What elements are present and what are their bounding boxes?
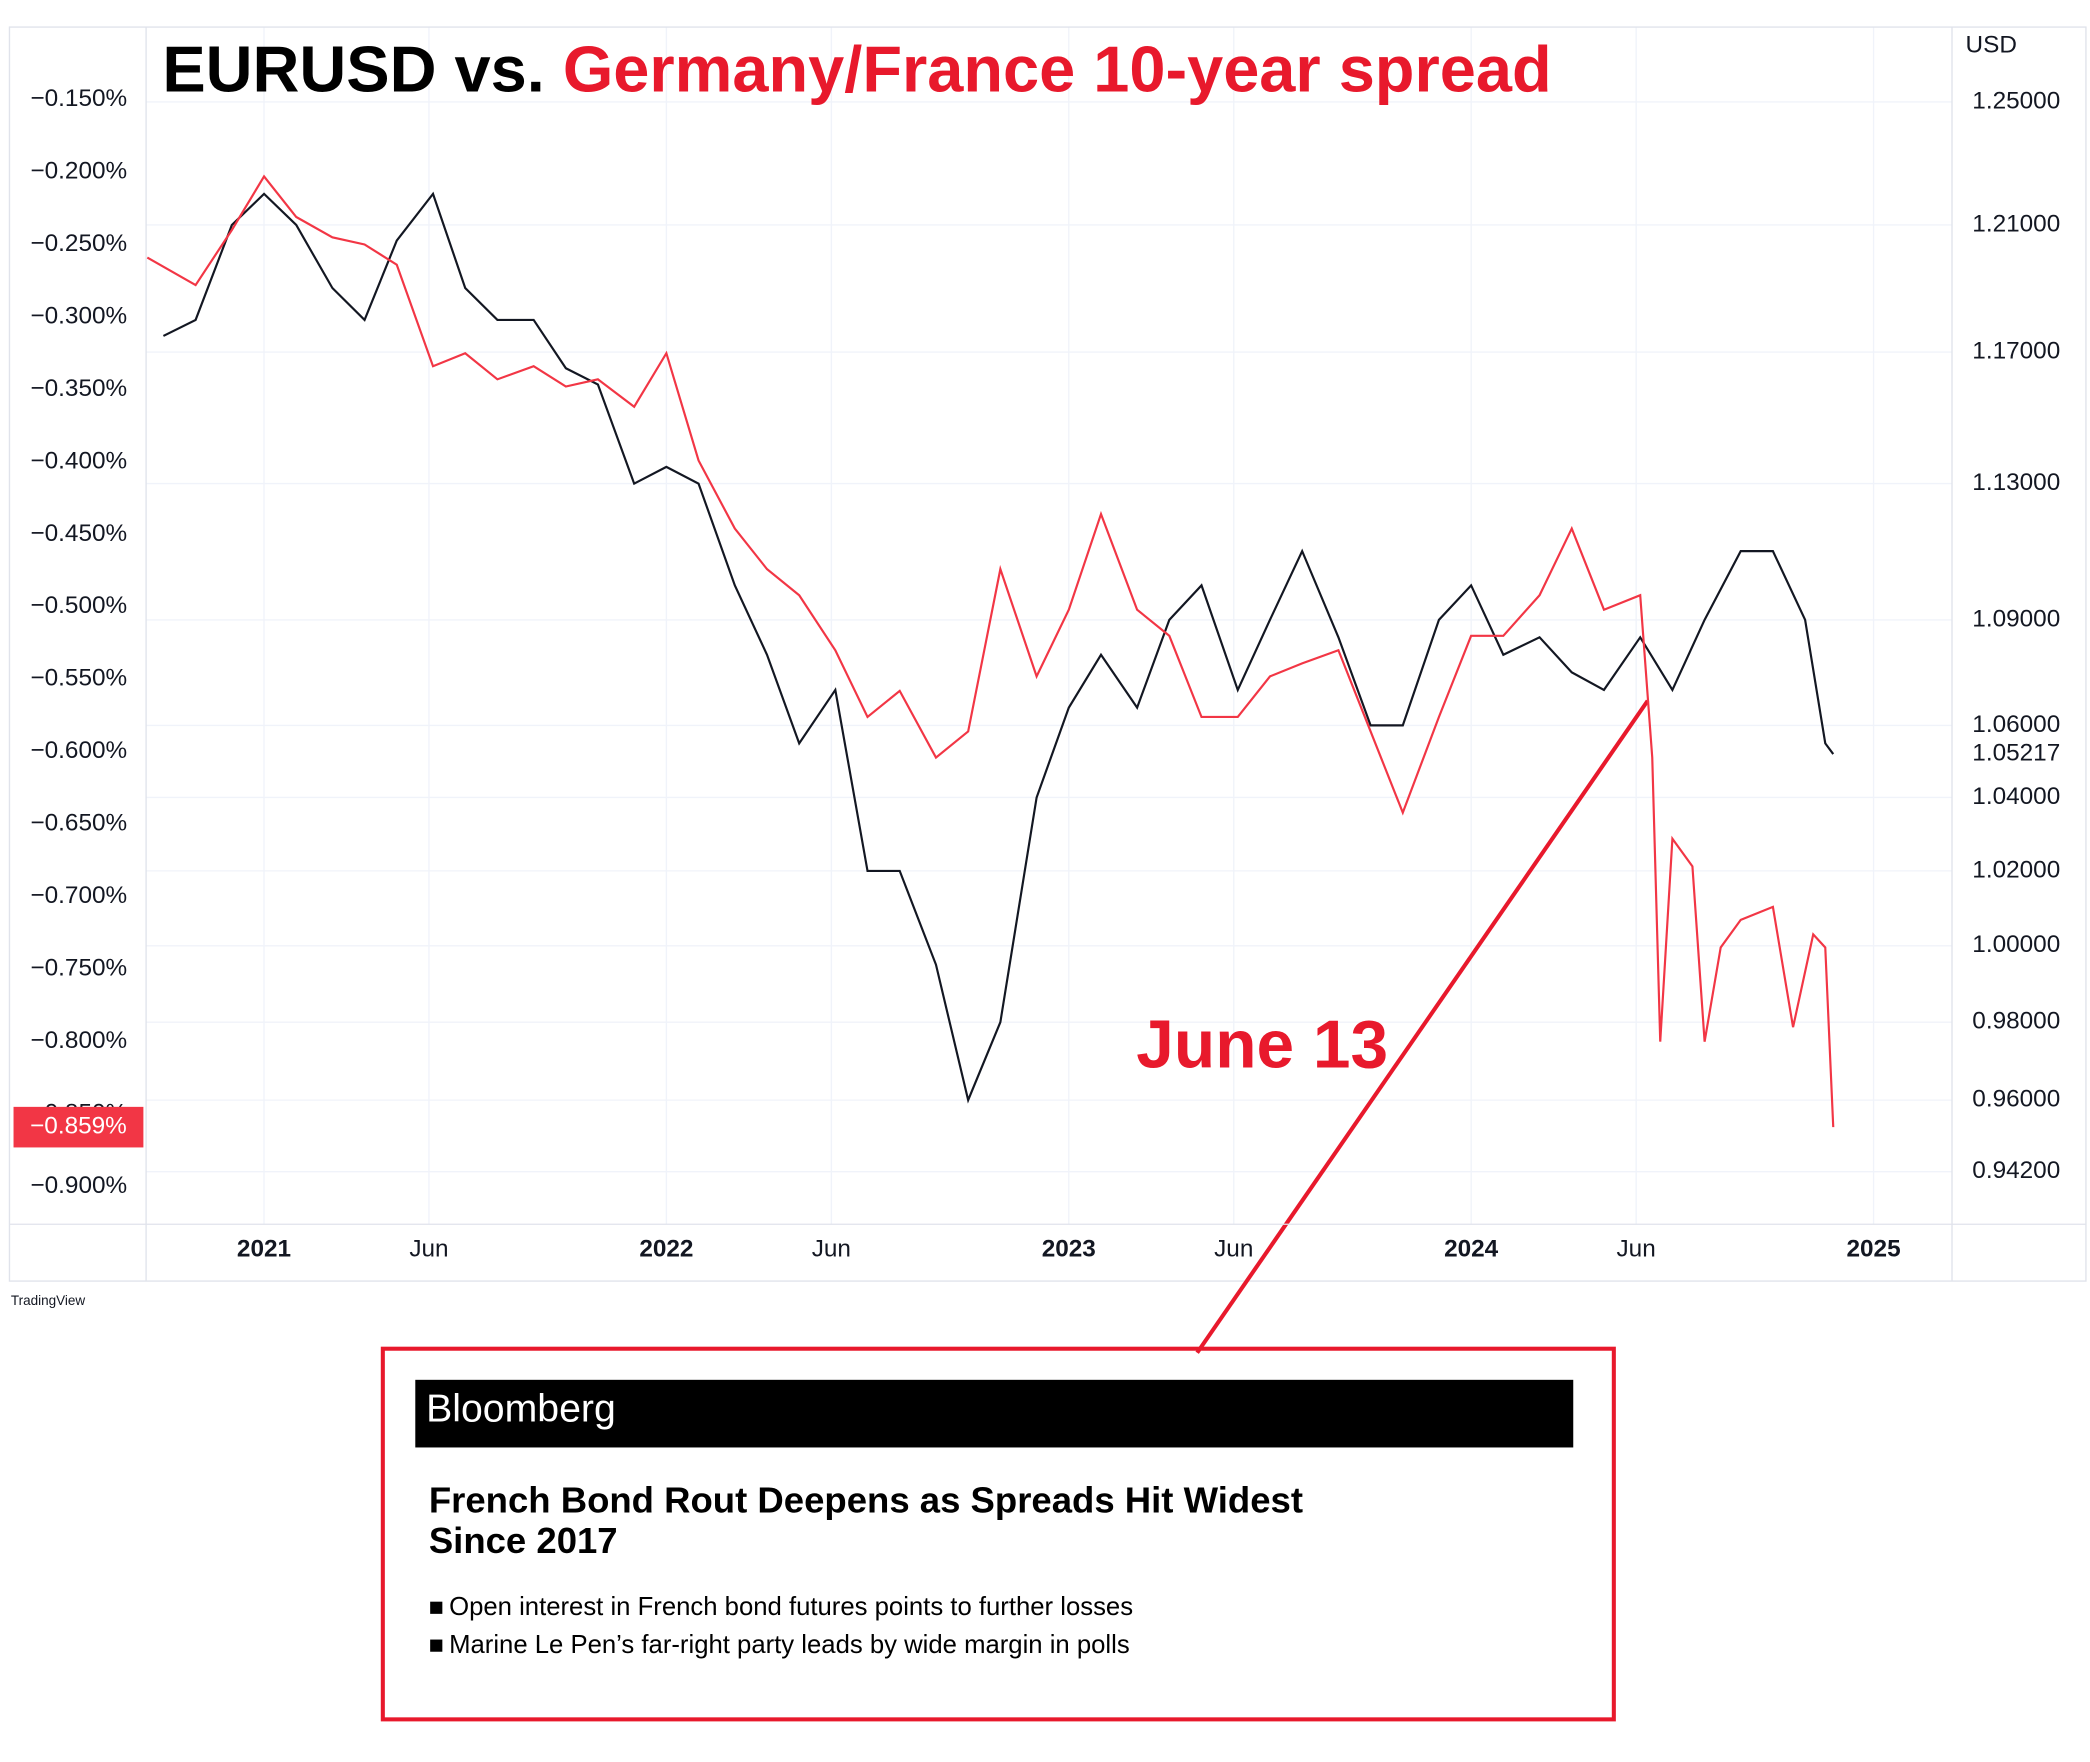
x-tick-label: Jun bbox=[1214, 1235, 1253, 1262]
y-tick-label: −0.450% bbox=[30, 520, 127, 547]
y-tick-label: −0.600% bbox=[30, 737, 127, 764]
bullet-icon bbox=[430, 1601, 443, 1614]
y-tick-label: −0.300% bbox=[30, 302, 127, 329]
y2-tick-label: 1.04000 bbox=[1972, 783, 2060, 810]
y2-tick-label: 1.17000 bbox=[1972, 337, 2060, 364]
news-header bbox=[415, 1379, 1574, 1448]
title-part: Germany/France 10-year spread bbox=[563, 33, 1552, 106]
y-tick-label: −0.750% bbox=[30, 955, 127, 982]
y2-tick-label: 1.00000 bbox=[1972, 931, 2060, 958]
series-line bbox=[146, 174, 1835, 1128]
y-tick-label: −0.550% bbox=[30, 665, 127, 692]
y2-tick-label: 0.98000 bbox=[1972, 1008, 2060, 1035]
news-box bbox=[380, 1346, 1616, 1722]
y2-tick-label: 1.13000 bbox=[1972, 469, 2060, 496]
grid bbox=[146, 27, 1953, 1225]
news-brand: Bloomberg bbox=[426, 1386, 616, 1430]
y-tick-label: −0.700% bbox=[30, 882, 127, 909]
y2-tick-label: 1.09000 bbox=[1972, 605, 2060, 632]
news-bullet: Marine Le Pen’s far-right party leads by… bbox=[449, 1631, 1130, 1659]
x-tick-label: 2023 bbox=[1042, 1235, 1096, 1262]
x-tick-label: Jun bbox=[409, 1235, 448, 1262]
y2-tick-label: 0.96000 bbox=[1972, 1086, 2060, 1113]
y2-tick-label: 1.06000 bbox=[1972, 711, 2060, 738]
y-tick-label: −0.200% bbox=[30, 157, 127, 184]
y2-tick-label: 0.94200 bbox=[1972, 1157, 2060, 1184]
chart-frame bbox=[8, 26, 2087, 1282]
x-tick-label: Jun bbox=[812, 1235, 851, 1262]
last-value-label: 1.05217 bbox=[1972, 739, 2060, 766]
y-tick-label: −0.400% bbox=[30, 447, 127, 474]
title-part: EURUSD vs. bbox=[162, 33, 544, 106]
last-value-label: −0.859% bbox=[30, 1113, 127, 1140]
y-tick-label: −0.500% bbox=[30, 592, 127, 619]
y-tick-label: −0.900% bbox=[30, 1172, 127, 1199]
y-tick-label: −0.350% bbox=[30, 375, 127, 402]
chart-title: EURUSD vs. Germany/France 10-year spread bbox=[162, 33, 1551, 106]
y2-unit: USD bbox=[1966, 31, 2017, 58]
source: TradingView bbox=[11, 1293, 86, 1308]
y-tick-label: −0.650% bbox=[30, 810, 127, 837]
bullet-icon bbox=[430, 1639, 443, 1652]
annotation: June 13 bbox=[1136, 1008, 1388, 1083]
x-tick-label: Jun bbox=[1617, 1235, 1656, 1262]
y2-tick-label: 1.02000 bbox=[1972, 856, 2060, 883]
x-tick-label: 2024 bbox=[1444, 1235, 1499, 1262]
annotation-arrow bbox=[1195, 699, 1650, 1354]
x-tick-label: 2021 bbox=[237, 1235, 291, 1262]
last-value-badge bbox=[13, 1106, 144, 1148]
series-line bbox=[162, 191, 1835, 1104]
x-tick-label: 2022 bbox=[639, 1235, 693, 1262]
y2-tick-label: 1.21000 bbox=[1972, 210, 2060, 237]
news-headline: Since 2017 bbox=[429, 1520, 618, 1561]
news-headline: French Bond Rout Deepens as Spreads Hit … bbox=[429, 1480, 1303, 1521]
y-tick-label: −0.800% bbox=[30, 1027, 127, 1054]
x-tick-label: 2025 bbox=[1846, 1235, 1900, 1262]
news-bullet: Open interest in French bond futures poi… bbox=[449, 1593, 1133, 1621]
y-tick-label: −0.150% bbox=[30, 85, 127, 112]
y-tick-label: −0.250% bbox=[30, 230, 127, 257]
y2-tick-label: 1.25000 bbox=[1972, 87, 2060, 114]
